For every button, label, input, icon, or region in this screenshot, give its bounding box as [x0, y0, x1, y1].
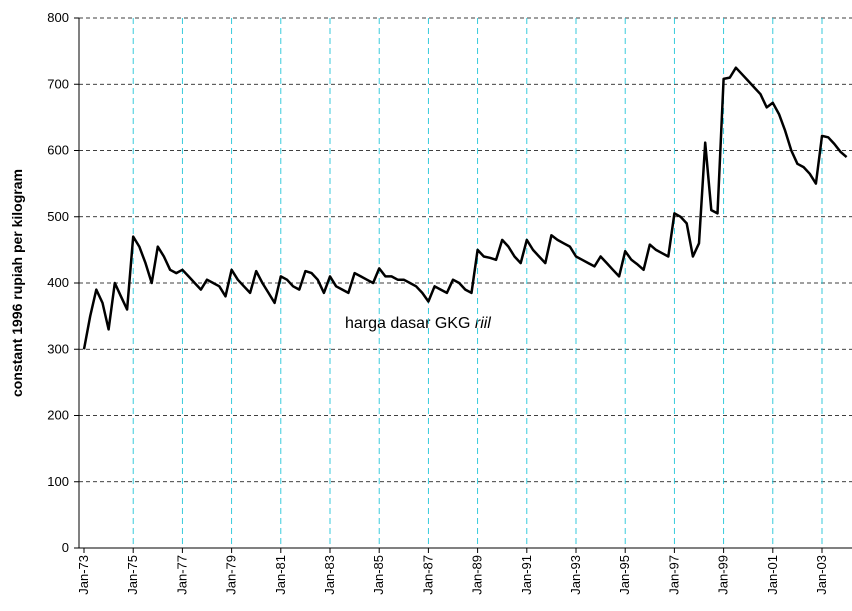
- annotation-italic: riil: [475, 315, 491, 332]
- x-tick-label: Jan-01: [765, 555, 780, 595]
- x-tick-label: Jan-03: [814, 555, 829, 595]
- annotation: harga dasar GKG riil: [345, 315, 491, 332]
- x-tick-label: Jan-75: [125, 555, 140, 595]
- y-tick-label: 0: [62, 540, 69, 555]
- x-tick-label: Jan-77: [174, 555, 189, 595]
- x-tick-label: Jan-89: [470, 555, 485, 595]
- x-tick-label: Jan-85: [371, 555, 386, 595]
- y-tick-label: 100: [47, 474, 69, 489]
- y-axis-label: constant 1996 rupiah per kilogram: [9, 169, 25, 397]
- y-tick-label: 800: [47, 10, 69, 25]
- x-tick-label: Jan-93: [568, 555, 583, 595]
- x-tick-label: Jan-95: [617, 555, 632, 595]
- x-tick-label: Jan-87: [420, 555, 435, 595]
- x-tick-label: Jan-97: [666, 555, 681, 595]
- y-tick-label: 400: [47, 275, 69, 290]
- x-tick-label: Jan-91: [519, 555, 534, 595]
- x-tick-label: Jan-99: [716, 555, 731, 595]
- y-tick-label: 700: [47, 76, 69, 91]
- y-tick-label: 600: [47, 143, 69, 158]
- y-tick-label: 200: [47, 408, 69, 423]
- y-tick-label: 500: [47, 209, 69, 224]
- x-tick-label: Jan-79: [224, 555, 239, 595]
- x-tick-label: Jan-81: [273, 555, 288, 595]
- x-tick-label: Jan-83: [322, 555, 337, 595]
- y-tick-label: 300: [47, 341, 69, 356]
- x-tick-label: Jan-73: [76, 555, 91, 595]
- series-line: [82, 66, 848, 350]
- annotation-text: harga dasar GKG: [345, 315, 470, 332]
